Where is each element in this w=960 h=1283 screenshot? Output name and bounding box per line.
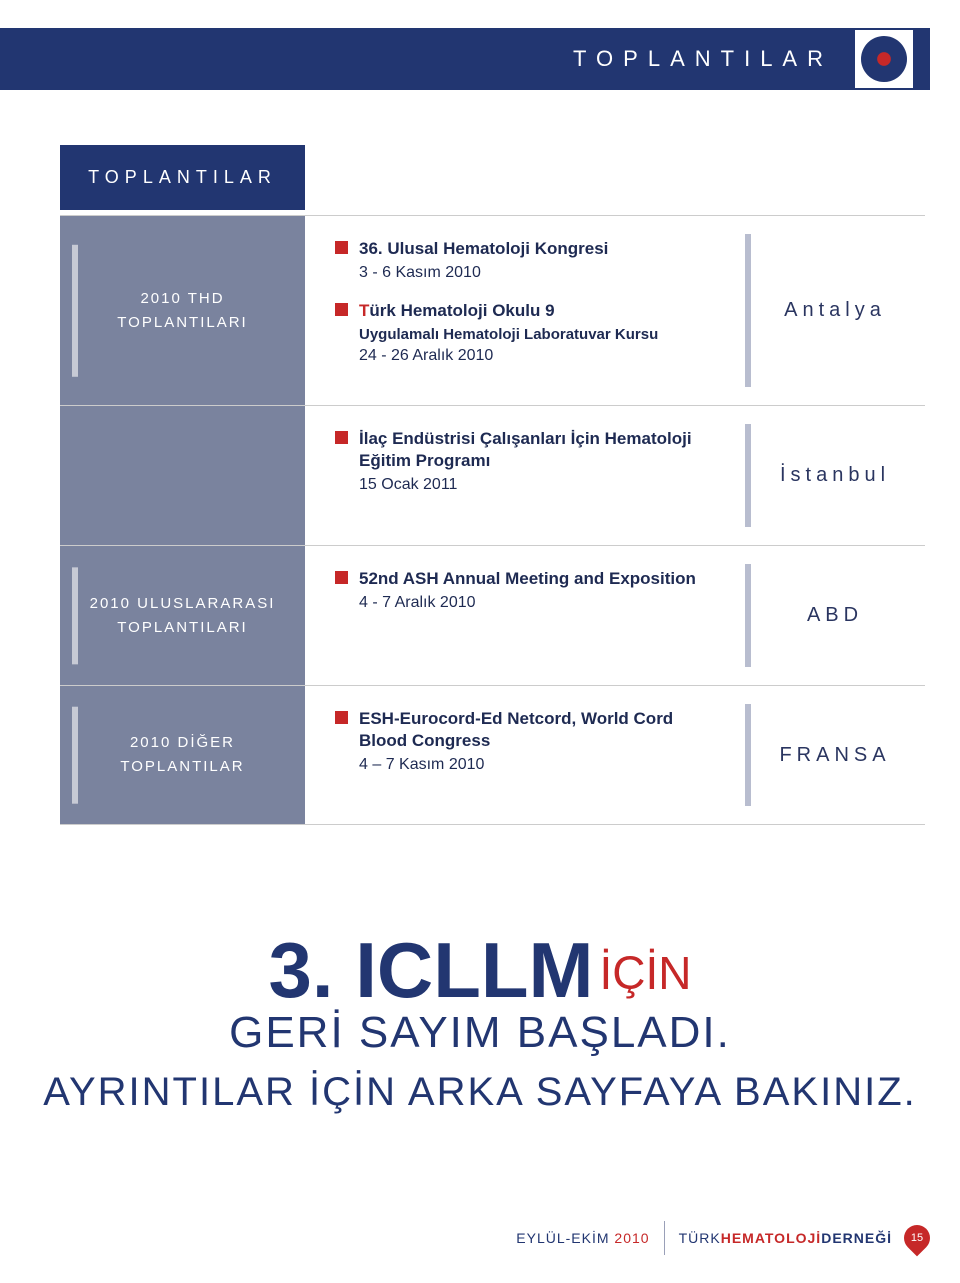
footer-month: EYLÜL-EKİM: [516, 1230, 609, 1246]
row-category: 2010 THD TOPLANTILARI: [60, 216, 305, 405]
row-location: İstanbul: [745, 406, 925, 545]
row-events: 52nd ASH Annual Meeting and Exposition 4…: [305, 546, 745, 685]
accent-bar-icon: [72, 707, 78, 804]
row-events: ESH-Eurocord-Ed Netcord, World Cord Bloo…: [305, 686, 745, 824]
promo-headline: 3. ICLLMİÇİN: [0, 925, 960, 1016]
event-title: ESH-Eurocord-Ed Netcord, World Cord Bloo…: [335, 708, 715, 752]
accent-bar-icon: [72, 567, 78, 664]
divider-icon: [745, 564, 751, 667]
promo-line3: AYRINTILAR İÇİN ARKA SAYFAYA BAKINIZ.: [0, 1070, 960, 1115]
divider-icon: [745, 234, 751, 387]
table-row: 2010 DİĞER TOPLANTILAR ESH-Eurocord-Ed N…: [60, 685, 925, 825]
event-item: İlaç Endüstrisi Çalışanları İçin Hematol…: [335, 428, 715, 494]
org-part-c: DERNEĞİ: [821, 1230, 892, 1246]
event-item: TTürk Hematoloji Okulu 9ürk Hematoloji O…: [335, 300, 715, 365]
row-location: ABD: [745, 546, 925, 685]
row-location: FRANSA: [745, 686, 925, 824]
promo-suffix: İÇİN: [600, 947, 692, 999]
table-row: 2010 THD TOPLANTILARI 36. Ulusal Hematol…: [60, 215, 925, 405]
row-category: [60, 406, 305, 545]
event-title: 36. Ulusal Hematoloji Kongresi: [335, 238, 715, 260]
event-date: 24 - 26 Aralık 2010: [335, 347, 715, 365]
page-number: 15: [911, 1232, 923, 1244]
divider-icon: [745, 704, 751, 806]
location-text: ABD: [807, 604, 863, 627]
row-events: İlaç Endüstrisi Çalışanları İçin Hematol…: [305, 406, 745, 545]
org-part-a: TÜRK: [679, 1230, 721, 1246]
event-title: TTürk Hematoloji Okulu 9ürk Hematoloji O…: [335, 300, 715, 322]
row-category: 2010 DİĞER TOPLANTILAR: [60, 686, 305, 824]
blood-drop-icon: 15: [899, 1220, 936, 1257]
event-item: 52nd ASH Annual Meeting and Exposition 4…: [335, 568, 715, 612]
page-footer: EYLÜL-EKİM 2010 TÜRKHEMATOLOJİDERNEĞİ 15: [516, 1221, 930, 1255]
location-text: Antalya: [784, 299, 886, 322]
row-category: 2010 ULUSLARARASI TOPLANTILARI: [60, 546, 305, 685]
header-logo: [853, 28, 915, 90]
row-location: Antalya: [745, 216, 925, 405]
event-date: 4 – 7 Kasım 2010: [335, 756, 715, 774]
events-table: 2010 THD TOPLANTILARI 36. Ulusal Hematol…: [60, 215, 925, 825]
table-row: İlaç Endüstrisi Çalışanları İçin Hematol…: [60, 405, 925, 545]
header-title: TOPLANTILAR: [573, 46, 833, 72]
event-date: 4 - 7 Aralık 2010: [335, 594, 715, 612]
section-label: TOPLANTILAR: [60, 145, 305, 210]
logo-icon: [861, 36, 907, 82]
promo-main: 3. ICLLM: [269, 926, 594, 1014]
row-events: 36. Ulusal Hematoloji Kongresi 3 - 6 Kas…: [305, 216, 745, 405]
divider-icon: [745, 424, 751, 527]
location-text: FRANSA: [779, 744, 890, 767]
event-title: 52nd ASH Annual Meeting and Exposition: [335, 568, 715, 590]
event-item: 36. Ulusal Hematoloji Kongresi 3 - 6 Kas…: [335, 238, 715, 282]
promo-block: 3. ICLLMİÇİN GERİ SAYIM BAŞLADI. AYRINTI…: [0, 925, 960, 1115]
footer-period: EYLÜL-EKİM 2010: [516, 1230, 649, 1246]
accent-bar-icon: [72, 244, 78, 376]
promo-line2: GERİ SAYIM BAŞLADI.: [0, 1008, 960, 1058]
location-text: İstanbul: [780, 464, 890, 487]
event-item: ESH-Eurocord-Ed Netcord, World Cord Bloo…: [335, 708, 715, 774]
event-date: 15 Ocak 2011: [335, 476, 715, 494]
event-date: 3 - 6 Kasım 2010: [335, 264, 715, 282]
category-label: 2010 DİĞER TOPLANTILAR: [80, 731, 285, 779]
table-row: 2010 ULUSLARARASI TOPLANTILARI 52nd ASH …: [60, 545, 925, 685]
divider-icon: [664, 1221, 665, 1255]
category-label: 2010 THD TOPLANTILARI: [80, 287, 285, 335]
org-part-b: HEMATOLOJİ: [721, 1230, 822, 1246]
footer-org: TÜRKHEMATOLOJİDERNEĞİ: [679, 1230, 892, 1246]
event-subtitle: Uygulamalı Hematoloji Laboratuvar Kursu: [335, 326, 715, 343]
category-label: 2010 ULUSLARARASI TOPLANTILARI: [80, 592, 285, 640]
footer-year: 2010: [614, 1230, 649, 1246]
header-bar: TOPLANTILAR: [0, 28, 930, 90]
event-title: İlaç Endüstrisi Çalışanları İçin Hematol…: [335, 428, 715, 472]
